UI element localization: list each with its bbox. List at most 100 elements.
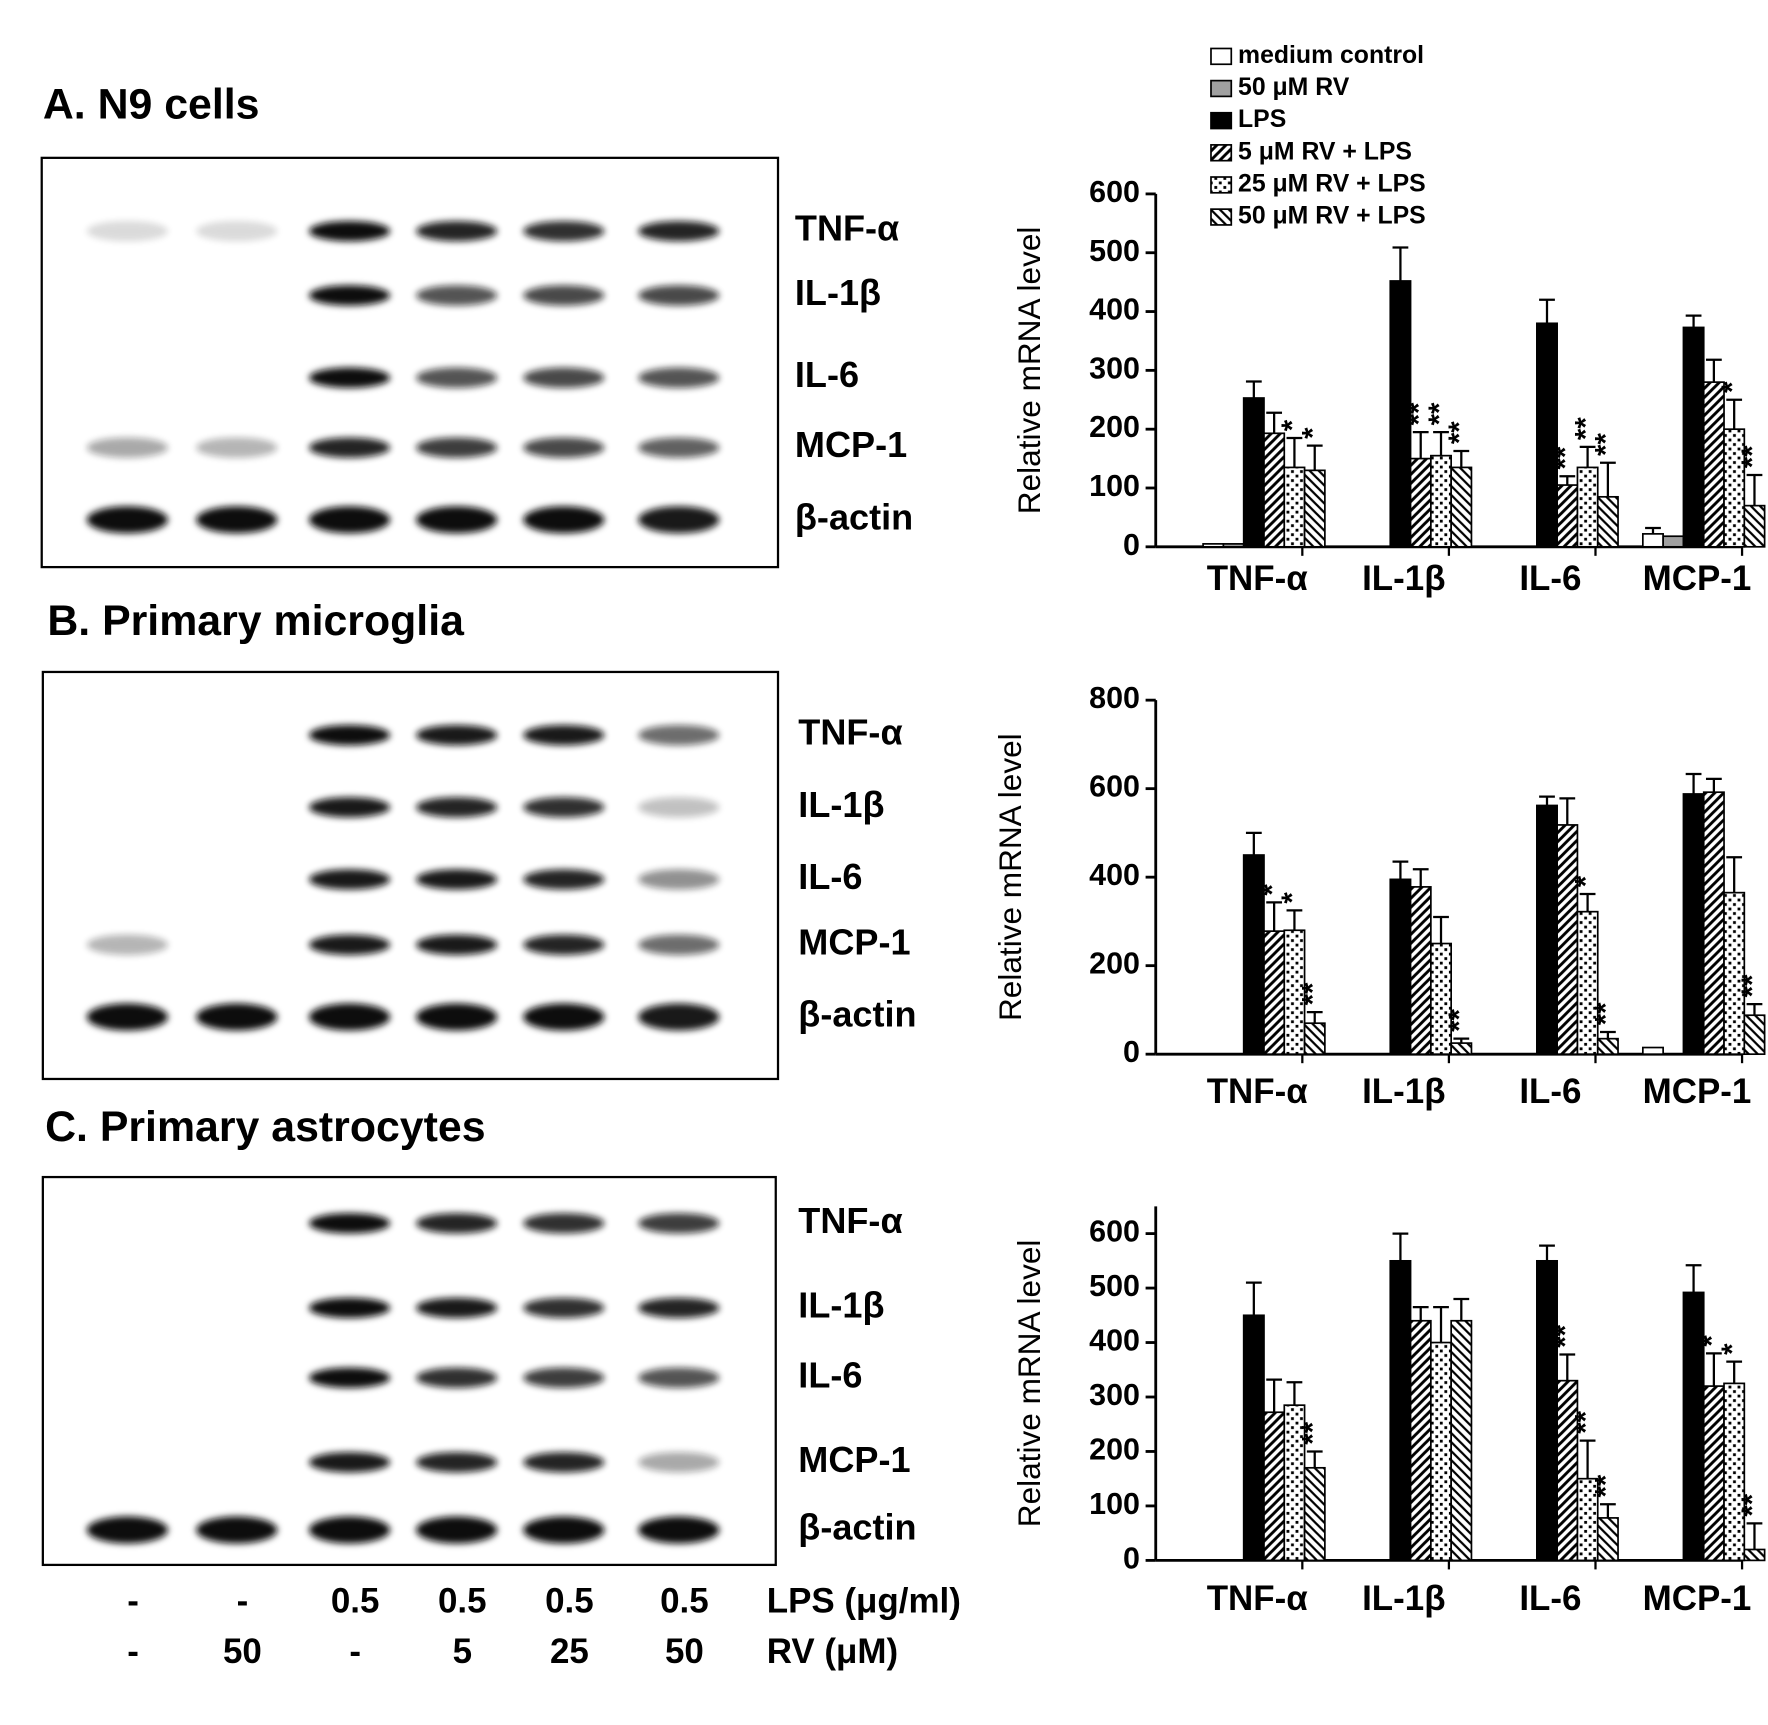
gel-band [523, 869, 605, 890]
error-bar [1266, 411, 1283, 434]
significance-label: ** [1549, 1324, 1582, 1347]
panel-title: A. N9 cells [43, 80, 260, 128]
rv-value: 50 [223, 1632, 262, 1671]
gel-band [416, 1297, 498, 1318]
bar [1263, 930, 1286, 1056]
band-label: β-actin [795, 496, 913, 537]
error-bar [1746, 1003, 1763, 1016]
error-bar [1599, 1503, 1616, 1518]
y-tick-label: 600 [1089, 175, 1140, 209]
lps-value: 0.5 [331, 1581, 380, 1620]
gel-band [86, 1516, 169, 1544]
gel-band [308, 1367, 391, 1388]
legend-swatch [1210, 144, 1233, 162]
error-bar [1705, 1352, 1722, 1387]
legend-swatch [1210, 47, 1233, 66]
gel-band [638, 1452, 720, 1473]
gel-band [416, 1516, 498, 1544]
error-bar [1245, 831, 1262, 856]
significance-label: ** [1549, 446, 1582, 469]
y-tick-label: 300 [1089, 1378, 1140, 1412]
error-bar [1412, 1306, 1429, 1321]
bar [1242, 397, 1265, 548]
bar [1536, 804, 1558, 1056]
x-tick-label: TNF-α [1207, 1072, 1309, 1111]
bar [1263, 1411, 1286, 1562]
band-label: IL-1β [798, 784, 884, 825]
gel-band [86, 1003, 169, 1031]
gel-band [416, 1367, 498, 1388]
error-bar [1705, 358, 1722, 383]
bar [1662, 535, 1685, 548]
gel-band [638, 506, 720, 534]
bar [1536, 322, 1558, 548]
legend-swatch [1210, 176, 1233, 194]
panel-title: B. Primary microglia [47, 597, 465, 645]
significance-label: ** [1590, 1002, 1623, 1025]
rv-value: - [127, 1632, 139, 1671]
gel-band [86, 437, 169, 458]
gel-band [308, 1003, 391, 1031]
band-label: TNF-α [798, 1200, 902, 1241]
significance-label: * [1696, 1335, 1729, 1347]
y-tick-label: 600 [1089, 1215, 1140, 1249]
x-tick-label: MCP-1 [1643, 559, 1752, 598]
gel-band [308, 934, 391, 955]
y-tick-label: 0 [1123, 1541, 1140, 1575]
band-label: MCP-1 [795, 424, 907, 465]
gel-band [86, 506, 169, 534]
bar [1303, 469, 1326, 548]
gel-band [308, 724, 391, 746]
significance-label: ** [1296, 982, 1329, 1005]
error-bar [1579, 445, 1596, 468]
gel-band [523, 285, 605, 306]
lps-value: - [237, 1581, 249, 1620]
gel-band [196, 506, 278, 534]
band-label: IL-1β [798, 1284, 884, 1325]
significance-label: * [1296, 427, 1329, 439]
gel-band [638, 724, 720, 746]
gel-band [638, 1367, 720, 1388]
error-bar [1433, 1306, 1449, 1343]
lps-value: 0.5 [660, 1581, 709, 1620]
rv-value: 5 [453, 1632, 472, 1671]
gel-band [638, 869, 720, 890]
band-label: IL-6 [795, 354, 859, 395]
significance-label: ** [1569, 1410, 1602, 1433]
significance-label: * [1716, 1343, 1749, 1355]
bar [1430, 942, 1453, 1056]
bar [1702, 1385, 1725, 1562]
gel-band [308, 506, 391, 534]
gel-band [416, 285, 498, 306]
bar [1596, 1037, 1619, 1056]
significance-label: ** [1569, 417, 1602, 440]
band-label: IL-6 [798, 856, 862, 897]
rv-value: 25 [550, 1632, 589, 1671]
significance-label: ** [1296, 1421, 1329, 1444]
y-axis-label: Relative mRNA level [1011, 1240, 1047, 1528]
gel-band [638, 934, 720, 955]
gel-band [523, 367, 605, 388]
bar [1263, 432, 1286, 548]
bar [1389, 1259, 1412, 1562]
error-bar [1726, 856, 1743, 893]
significance-label: ** [1443, 1009, 1476, 1032]
gel-band [638, 1516, 720, 1544]
error-bar [1392, 246, 1409, 281]
gel-band [416, 437, 498, 458]
gel-band [308, 1213, 391, 1234]
error-bar [1746, 473, 1763, 506]
x-tick-label: MCP-1 [1643, 1579, 1752, 1618]
y-tick-label: 600 [1089, 770, 1140, 804]
legend-label: 50 μM RV [1238, 74, 1350, 101]
error-bar [1245, 1281, 1262, 1316]
error-bar [1726, 1360, 1743, 1384]
significance-label: * [1256, 884, 1289, 896]
x-tick-label: IL-1β [1362, 1072, 1445, 1111]
gel-band [638, 1297, 720, 1318]
gel-band [638, 285, 720, 306]
x-tick-label: IL-6 [1519, 559, 1581, 598]
y-tick-label: 100 [1089, 469, 1140, 503]
gel-band [523, 1367, 605, 1388]
